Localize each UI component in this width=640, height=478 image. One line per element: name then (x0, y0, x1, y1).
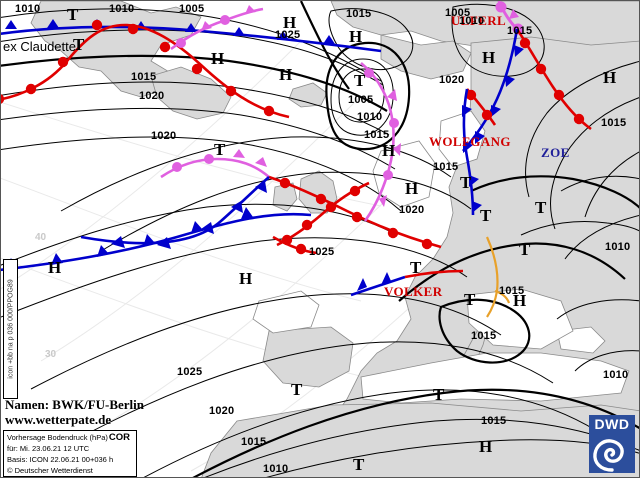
pressure-center-low: T (410, 258, 422, 277)
warm-front-british-isles (276, 181, 370, 247)
pressure-center-high: H (405, 179, 419, 198)
isobar-label: 1010 (263, 463, 289, 475)
pressure-center-high: H (513, 291, 527, 310)
model-run-strip: icon +bb na p 036 000/PPOG89 (3, 259, 18, 399)
cold-front-ulferl (462, 28, 524, 152)
dwd-logo-text: DWD (594, 416, 630, 432)
pressure-center-low: T (73, 35, 85, 54)
credits-block: Namen: BWK/FU-Berlin www.wetterpate.de (5, 397, 144, 427)
pressure-center-high: H (479, 437, 493, 456)
isobar-label: 1010 (15, 3, 41, 15)
warm-front-atlantic-low (268, 175, 442, 250)
dwd-logo: DWD (589, 415, 635, 473)
isobar-label: 1005 (348, 94, 374, 106)
isobar-label: 1020 (151, 130, 177, 142)
pressure-center-low: T (535, 198, 547, 217)
isobar-label: 1015 (364, 129, 390, 141)
isobar-label: 1015 (481, 415, 507, 427)
pressure-center-high: H (279, 65, 293, 84)
pressure-center-high: H (482, 48, 496, 67)
isobar-label: 1015 (471, 330, 497, 342)
occluded-front-greenland (170, 5, 264, 51)
pressure-center-low: T (354, 71, 366, 90)
cold-front-volker (350, 272, 406, 297)
isobar-label: 1015 (499, 285, 525, 297)
isobar-label: 1010 (109, 3, 135, 15)
isobar-label: 1010 (459, 15, 485, 27)
warm-front-iberia (272, 235, 318, 255)
pressure-center-low: T (67, 5, 79, 24)
occluded-front-atlantic-low (160, 149, 270, 179)
warm-front-wolfgang (465, 88, 497, 126)
storm-label-volker: VOLKER (384, 284, 443, 299)
isobar-label: 1020 (139, 90, 165, 102)
pressure-center-high: H (283, 13, 297, 32)
legend-title: Vorhersage Bodendruck (hPa) (7, 433, 108, 442)
storm-label-wolfgang: WOLFGANG (429, 134, 511, 149)
pressure-center-low: T (464, 290, 476, 309)
pressure-center-high: H (211, 49, 225, 68)
trough-central-europe (485, 236, 511, 318)
pressure-center-low: T (433, 385, 445, 404)
pressure-center-high: H (239, 269, 253, 288)
pressure-center-high: H (48, 258, 62, 277)
isobar-label: 1010 (357, 111, 383, 123)
isobar-label: 1015 (346, 8, 372, 20)
legend-valid-time: für: Mi. 23.06.21 12 UTC (7, 444, 90, 453)
legend-copyright: © Deutscher Wetterdienst (7, 466, 93, 475)
isobar-label: 1015 (131, 71, 157, 83)
dwd-spiral-icon (593, 439, 624, 472)
isobar-label: 1020 (399, 204, 425, 216)
pressure-center-low: T (480, 206, 492, 225)
legend-cor-flag: COR (108, 432, 130, 443)
pressure-center-low: T (353, 455, 365, 474)
pressure-center-high: H (382, 141, 396, 160)
pressure-center-high: H (603, 68, 617, 87)
pressure-center-low: T (519, 240, 531, 259)
pressure-center-low: T (214, 140, 226, 159)
storm-label-zoe: ZOE (541, 145, 570, 160)
isobar-label: 1005 (179, 3, 205, 15)
credits-line-2: www.wetterpate.de (5, 412, 112, 427)
isobar-label: 1015 (433, 161, 459, 173)
warm-front-ulferl (515, 28, 592, 131)
isobar-label: 1015 (507, 25, 533, 37)
occluded-front-ulferl (495, 1, 524, 35)
isobar-label: 1015 (241, 436, 267, 448)
pressure-center-low: T (291, 380, 303, 399)
pressure-center-high: H (349, 27, 363, 46)
cold-front-wolfgang (462, 88, 482, 216)
sea-areas (252, 110, 630, 404)
grid-label-40: 40 (35, 232, 47, 243)
warm-front-volker (404, 269, 464, 279)
storm-label-ulferl: ULFERL (451, 13, 507, 28)
grid-label-30: 30 (45, 349, 57, 360)
isobar-label: 1005 (445, 7, 471, 19)
isobar-label: 1010 (603, 369, 629, 381)
isobar-label: 1015 (601, 117, 627, 129)
isobar-label: 1010 (605, 241, 631, 253)
annotation-ex-claudette: ex Claudette (3, 39, 76, 54)
isobar-label: 1025 (177, 366, 203, 378)
isobar-label: 1025 (275, 29, 301, 41)
isobar-label: 1020 (439, 74, 465, 86)
pressure-center-low: T (460, 173, 472, 192)
occluded-front-scandinavia (360, 62, 401, 222)
isobar-label: 1020 (209, 405, 235, 417)
model-run-text: icon +bb na p 036 000/PPOG89 (7, 279, 14, 379)
credits-line-1: Namen: BWK/FU-Berlin (5, 397, 145, 412)
warm-front-north-atlantic (1, 19, 290, 119)
legend-basis: Basis: ICON 22.06.21 00+036 h (7, 455, 114, 464)
isobar-label: 1025 (309, 246, 335, 258)
legend-box: Vorhersage Bodendruck (hPa) COR für: Mi.… (3, 430, 137, 477)
